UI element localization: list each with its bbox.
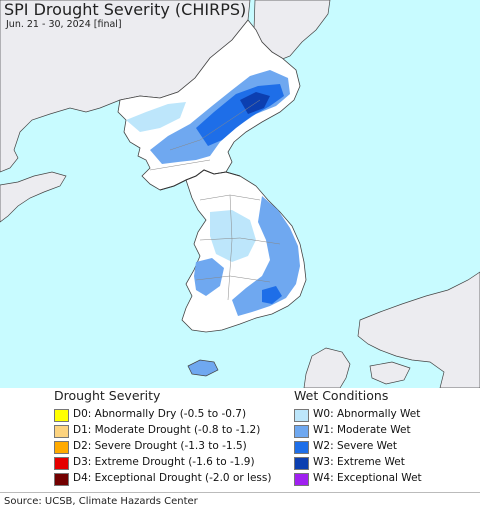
jeju-island — [187, 359, 219, 377]
legend-swatch-w3 — [294, 457, 309, 470]
legend-label-d4: D4: Exceptional Drought (-2.0 or less) — [73, 472, 272, 484]
legend-label-w4: W4: Exceptional Wet — [313, 472, 422, 484]
legend-label-w2: W2: Severe Wet — [313, 440, 397, 452]
shandong-land — [0, 171, 67, 223]
legend-swatch-d2 — [54, 441, 69, 454]
title-block: SPI Drought Severity (CHIRPS) Jun. 21 - … — [4, 0, 247, 30]
legend-swatch-d0 — [54, 409, 69, 422]
sk-w1-east — [232, 196, 300, 316]
legend-label-d0: D0: Abnormally Dry (-0.5 to -0.7) — [73, 408, 247, 420]
legend-label-d1: D1: Moderate Drought (-0.8 to -1.2) — [73, 424, 261, 436]
sk-w2-southeast — [262, 286, 282, 304]
legend: Drought Severity D0: Abnormally Dry (-0.… — [0, 388, 480, 492]
source-credit: Source: UCSB, Climate Hazards Center — [4, 496, 198, 507]
legend-label-d2: D2: Severe Drought (-1.3 to -1.5) — [73, 440, 247, 452]
dmz-border — [159, 169, 241, 191]
legend-swatch-w4 — [294, 473, 309, 486]
japan-kyushu — [303, 347, 351, 388]
drought-map: SPI Drought Severity (CHIRPS) Jun. 21 - … — [0, 0, 480, 388]
japan-honshu — [357, 271, 480, 388]
legend-swatch-w1 — [294, 425, 309, 438]
legend-swatch-d3 — [54, 457, 69, 470]
map-svg: SPI Drought Severity (CHIRPS) Jun. 21 - … — [0, 0, 480, 388]
legend-label-w1: W1: Moderate Wet — [313, 424, 411, 436]
province-lines — [149, 99, 281, 301]
legend-swatch-w2 — [294, 441, 309, 454]
legend-swatch-d4 — [54, 473, 69, 486]
sk-w1-west — [194, 258, 224, 296]
japan-shikoku — [369, 361, 411, 385]
legend-label-w0: W0: Abnormally Wet — [313, 408, 421, 420]
drought-legend-heading: Drought Severity — [54, 388, 161, 403]
legend-label-d3: D3: Extreme Drought (-1.6 to -1.9) — [73, 456, 255, 468]
footer: Source: UCSB, Climate Hazards Center — [0, 492, 480, 511]
legend-swatch-w0 — [294, 409, 309, 422]
wet-legend-heading: Wet Conditions — [294, 388, 389, 403]
sk-w0-central — [210, 210, 256, 262]
legend-swatch-d1 — [54, 425, 69, 438]
legend-label-w3: W3: Extreme Wet — [313, 456, 405, 468]
map-subtitle: Jun. 21 - 30, 2024 [final] — [6, 19, 122, 30]
map-title: SPI Drought Severity (CHIRPS) — [4, 0, 247, 19]
nk-w0-area — [126, 102, 186, 132]
